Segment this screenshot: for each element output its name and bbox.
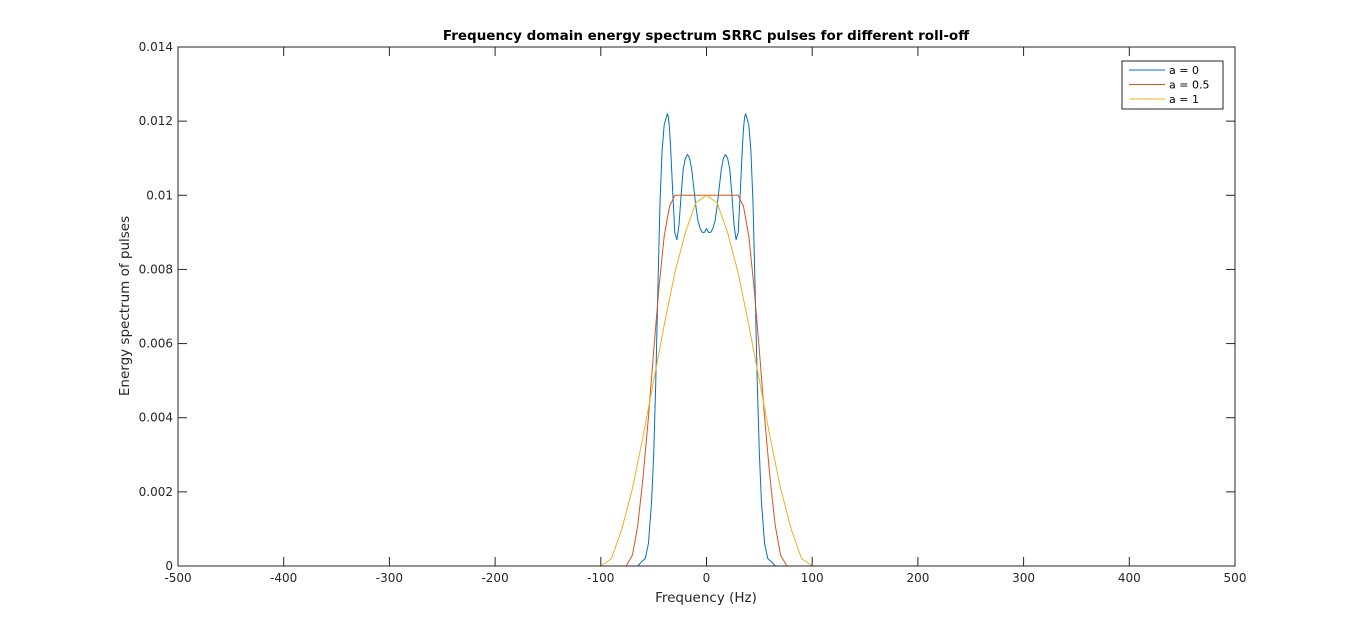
x-axis-label: Frequency (Hz) bbox=[655, 590, 757, 606]
x-tick-label: 100 bbox=[801, 571, 824, 585]
y-tick-label: 0.014 bbox=[139, 40, 173, 54]
y-tick-label: 0 bbox=[165, 559, 173, 573]
y-axis-ticks: 0 0.002 0.004 0.006 0.008 0.01 0.012 0.014 bbox=[139, 40, 1235, 573]
x-tick-label: -400 bbox=[270, 571, 297, 585]
x-tick-label: -200 bbox=[481, 571, 508, 585]
x-tick-label: -500 bbox=[164, 571, 191, 585]
x-tick-label: 400 bbox=[1118, 571, 1141, 585]
x-tick-label: 200 bbox=[906, 571, 929, 585]
chart-title: Frequency domain energy spectrum SRRC pu… bbox=[443, 28, 970, 44]
x-axis-ticks: -500 -400 -300 -200 -100 0 100 200 300 400 500 bbox=[164, 47, 1246, 585]
y-axis-label: Energy spectrum of pulses bbox=[117, 216, 133, 396]
x-tick-label: -300 bbox=[376, 571, 403, 585]
x-tick-label: 300 bbox=[1012, 571, 1035, 585]
legend-entry: a = 0 bbox=[1169, 64, 1199, 77]
x-tick-label: 500 bbox=[1224, 571, 1247, 585]
y-tick-label: 0.012 bbox=[139, 114, 173, 128]
y-tick-label: 0.01 bbox=[146, 188, 173, 202]
plot-area bbox=[178, 47, 1235, 566]
legend-entry: a = 0.5 bbox=[1169, 79, 1209, 92]
series-line-3 bbox=[177, 194, 1236, 567]
series-line-1 bbox=[177, 113, 1236, 567]
y-tick-label: 0.008 bbox=[139, 262, 173, 276]
y-tick-label: 0.006 bbox=[139, 337, 173, 351]
x-tick-label: -100 bbox=[587, 571, 614, 585]
y-tick-label: 0.004 bbox=[139, 411, 173, 425]
legend: a = 0 a = 0.5a = 1 bbox=[1121, 60, 1224, 110]
y-tick-label: 0.002 bbox=[139, 485, 173, 499]
legend-entry: a = 1 bbox=[1169, 93, 1199, 106]
series-layer bbox=[177, 113, 1236, 567]
x-tick-label: 0 bbox=[703, 571, 711, 585]
